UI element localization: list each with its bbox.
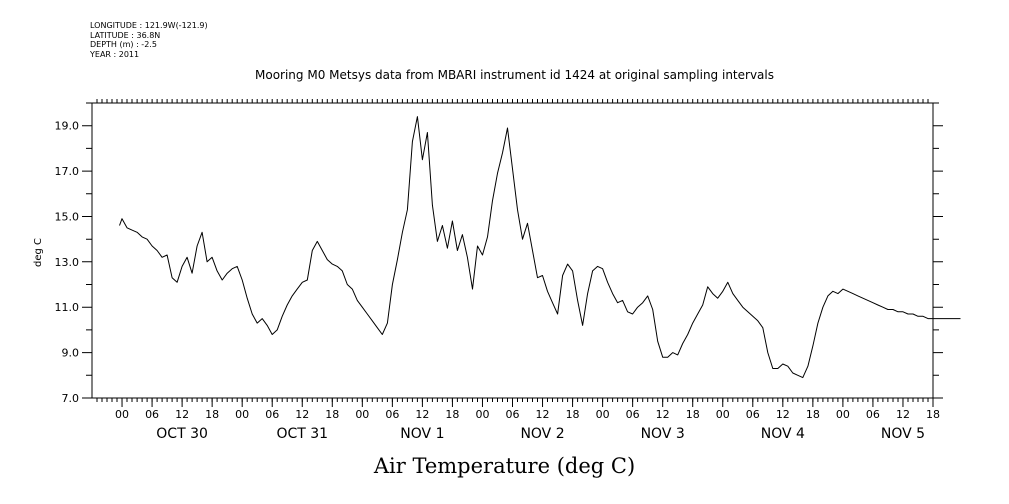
x-tick-label: 12 xyxy=(415,408,429,421)
y-tick-label: 9.0 xyxy=(62,347,80,360)
y-ticks xyxy=(82,102,943,399)
year-text: YEAR : 2011 xyxy=(90,49,140,59)
y-tick-label: 13.0 xyxy=(55,256,80,269)
y-tick-label: 11.0 xyxy=(55,301,80,314)
x-tick-label: 12 xyxy=(295,408,309,421)
x-day-label: NOV 1 xyxy=(400,426,444,442)
x-tick-label: 12 xyxy=(656,408,670,421)
station-metadata: LONGITUDE : 121.9W(-121.9) LATITUDE : 36… xyxy=(90,21,208,59)
x-day-label: OCT 30 xyxy=(156,426,208,442)
y-tick-label: 7.0 xyxy=(62,392,80,405)
x-tick-label: 18 xyxy=(445,408,459,421)
y-axis-title: deg C xyxy=(33,238,44,267)
x-tick-label: 06 xyxy=(385,408,399,421)
x-tick-label: 18 xyxy=(926,408,940,421)
x-minor-ticks xyxy=(96,99,929,402)
x-day-label: NOV 2 xyxy=(520,426,564,442)
x-tick-label: 00 xyxy=(836,408,850,421)
x-tick-label: 00 xyxy=(115,408,129,421)
y-tick-label: 15.0 xyxy=(55,210,80,223)
x-tick-label: 12 xyxy=(175,408,189,421)
x-tick-label: 18 xyxy=(686,408,700,421)
x-day-label: NOV 4 xyxy=(761,426,805,442)
latitude-text: LATITUDE : 36.8N xyxy=(90,30,161,40)
x-tick-label: 12 xyxy=(536,408,550,421)
x-tick-label: 06 xyxy=(866,408,880,421)
x-tick-label: 06 xyxy=(746,408,760,421)
depth-text: DEPTH (m) : -2.5 xyxy=(90,40,157,49)
y-tick-label: 19.0 xyxy=(55,120,80,133)
x-tick-label: 06 xyxy=(626,408,640,421)
x-day-label: NOV 3 xyxy=(641,426,685,442)
chart-title: Mooring M0 Metsys data from MBARI instru… xyxy=(255,68,774,82)
x-tick-label: 12 xyxy=(776,408,790,421)
x-day-label: OCT 31 xyxy=(276,426,328,442)
x-tick-label: 18 xyxy=(566,408,580,421)
x-tick-label: 06 xyxy=(506,408,520,421)
x-tick-label: 00 xyxy=(355,408,369,421)
x-tick-label: 18 xyxy=(325,408,339,421)
x-axis-title: Air Temperature (deg C) xyxy=(373,454,636,478)
y-tick-label: 17.0 xyxy=(55,165,80,178)
x-tick-label: 12 xyxy=(896,408,910,421)
x-tick-label: 00 xyxy=(596,408,610,421)
temperature-series-line xyxy=(119,116,961,379)
x-tick-label: 06 xyxy=(145,408,159,421)
x-tick-label: 00 xyxy=(235,408,249,421)
x-tick-label: 00 xyxy=(716,408,730,421)
x-tick-label: 18 xyxy=(205,408,219,421)
x-tick-label: 00 xyxy=(475,408,489,421)
plot-frame xyxy=(91,102,934,399)
x-tick-label: 06 xyxy=(265,408,279,421)
x-day-label: NOV 5 xyxy=(881,426,925,442)
x-tick-label: 18 xyxy=(806,408,820,421)
longitude-text: LONGITUDE : 121.9W(-121.9) xyxy=(90,21,208,30)
